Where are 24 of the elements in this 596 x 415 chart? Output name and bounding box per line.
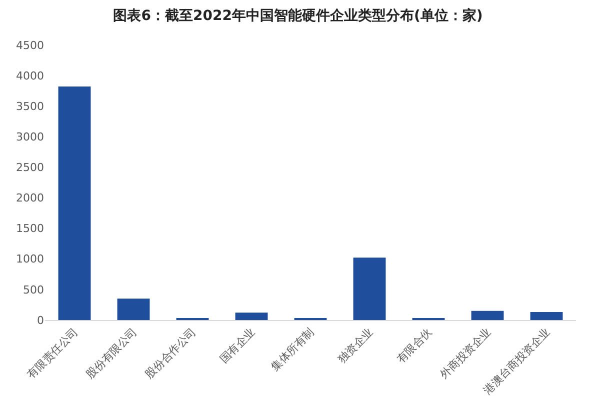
- x-tick-label: 有限合伙: [394, 326, 435, 366]
- bar: [353, 258, 386, 320]
- bar: [58, 86, 91, 320]
- y-tick-label: 3000: [16, 130, 44, 144]
- y-tick-label: 500: [23, 283, 44, 296]
- y-tick-label: 0: [37, 314, 44, 327]
- x-tick-label: 集体所有制: [268, 326, 317, 374]
- y-tick-label: 3500: [16, 100, 44, 113]
- y-tick-label: 4000: [16, 69, 44, 82]
- bar: [530, 312, 563, 320]
- y-tick-label: 4500: [16, 38, 44, 52]
- chart-title: 图表6：截至2022年中国智能硬件企业类型分布(单位：家): [113, 7, 483, 24]
- bar: [117, 298, 150, 320]
- y-tick-label: 1000: [16, 252, 44, 266]
- x-tick-label: 有限责任公司: [24, 326, 81, 382]
- y-tick-label: 2000: [16, 192, 44, 205]
- bar: [235, 312, 268, 320]
- y-tick-label: 1500: [16, 222, 44, 236]
- x-tick-label: 国有企业: [217, 326, 258, 366]
- bar: [471, 310, 504, 320]
- x-tick-label: 股份有限公司: [84, 326, 140, 382]
- x-tick-label: 股份合作公司: [142, 326, 199, 382]
- y-tick-label: 2500: [16, 161, 44, 174]
- x-tick-label: 独资企业: [335, 326, 376, 366]
